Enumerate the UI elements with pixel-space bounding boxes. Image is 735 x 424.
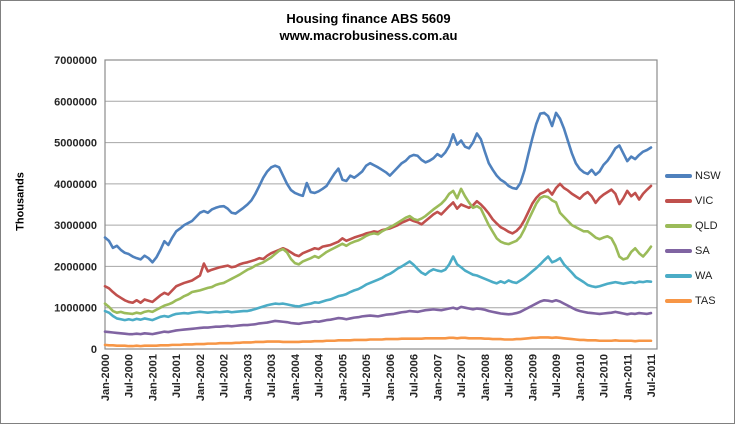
x-tick-label: Jan-2010 [575,354,587,401]
legend-swatch-wa [665,273,692,278]
x-tick-label: Jan-2009 [527,354,539,401]
legend-label-vic: VIC [695,194,714,207]
series-line-qld [103,187,653,316]
y-tick-label: 6000000 [54,96,97,108]
y-tick-label: 3000000 [54,220,97,232]
legend-label-wa: WA [695,269,713,282]
x-tick-label: Jul-2006 [409,354,421,398]
x-tick-label: Jul-2008 [504,354,516,398]
legend-label-nsw: NSW [695,169,721,182]
x-tick-label: Jul-2011 [646,354,658,397]
legend-label-tas: TAS [695,294,716,307]
x-tick-label: Jul-2007 [456,354,468,398]
x-tick-label: Jan-2005 [337,354,349,401]
legend-swatch-tas [665,298,692,303]
y-tick-label: 2000000 [54,261,97,273]
x-tick-label: Jan-2007 [432,354,444,401]
legend-item-wa: WA [665,263,721,288]
x-tick-label: Jan-2006 [385,354,397,401]
legend-label-qld: QLD [695,219,718,232]
x-tick-label: Jan-2008 [480,354,492,401]
plot-border [104,59,658,350]
x-tick-label: Jan-2004 [290,353,302,401]
legend-swatch-nsw [665,173,692,178]
x-tick-label: Jan-2001 [147,354,159,401]
x-tick-label: Jan-2011 [622,354,634,400]
chart-title: Housing finance ABS 5609 [286,11,451,26]
x-tick-label: Jul-2001 [171,354,183,398]
series-line-vic [103,182,653,305]
x-tick-label: Jul-2004 [314,353,326,398]
legend-swatch-sa [665,248,692,253]
legend-item-qld: QLD [665,213,721,238]
chart-subtitle: www.macrobusiness.com.au [279,28,458,43]
x-tick-label: Jul-2000 [124,354,136,398]
y-tick-label: 7000000 [54,55,97,67]
series-line-nsw [103,111,653,264]
legend-swatch-vic [665,198,692,203]
x-tick-label: Jul-2002 [219,354,231,398]
x-tick-label: Jul-2009 [551,354,563,398]
series-line-tas [103,336,653,348]
x-tick-label: Jan-2000 [100,354,112,401]
x-tick-label: Jan-2003 [242,354,254,401]
legend-item-nsw: NSW [665,163,721,188]
y-tick-label: 0 [91,344,97,356]
legend: NSW VIC QLD SA WA TAS [665,163,721,313]
chart-title-block: Housing finance ABS 5609 www.macrobusine… [1,10,734,44]
legend-label-sa: SA [695,244,710,257]
series-line-sa [103,298,653,336]
x-tick-label: Jul-2005 [361,354,373,398]
series-line-wa [103,255,653,322]
legend-item-vic: VIC [665,188,721,213]
y-tick-label: 4000000 [54,179,97,191]
y-tick-label: 1000000 [54,303,97,315]
x-tick-label: Jul-2003 [266,354,278,398]
legend-swatch-qld [665,223,692,228]
x-tick-label: Jan-2002 [195,354,207,401]
legend-item-tas: TAS [665,288,721,313]
legend-item-sa: SA [665,238,721,263]
y-tick-label: 5000000 [54,138,97,150]
x-tick-label: Jul-2010 [599,354,611,398]
